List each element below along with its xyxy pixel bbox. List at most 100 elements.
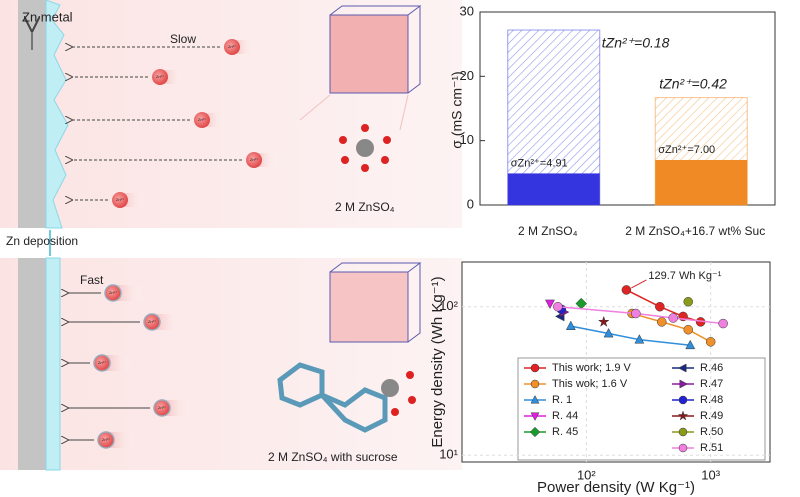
zn-ion [224,39,240,55]
y-tick-label: 10¹ [439,447,458,462]
legend-marker [679,379,688,389]
legend-marker [678,427,688,437]
zn-ion [152,69,168,85]
zn-ion [104,284,122,302]
legend-marker [529,426,541,438]
ion-label: Zn²⁺ [116,197,124,202]
data-point [631,308,641,319]
zn-ion [153,399,171,417]
y-tick-label: 0 [467,196,474,211]
zn-ion [246,152,262,168]
y-tick-label: 10 [460,132,474,147]
ion-label: Zn²⁺ [102,437,110,442]
legend-label: This wok; 1.6 V [552,378,628,390]
x-tick-label: 2 M ZnSO₄+16.7 wt% Suc [625,224,765,238]
y-tick-label: 10² [439,298,458,313]
y-tick-label: 30 [460,3,474,18]
electrode-label: Zn metal [22,9,73,24]
legend-label: R.47 [700,378,723,390]
electrode [18,258,46,470]
legend-marker [530,395,540,404]
data-point [603,328,614,338]
sucrose-molecule [277,362,388,433]
box-edge [329,262,422,343]
legend-label: R.48 [700,394,723,406]
series-line [631,312,712,343]
legend-label: R. 1 [552,394,572,406]
legend [517,357,766,461]
legend-marker [677,410,689,421]
speed-label: Fast [80,273,104,287]
x-tick-label: 10³ [701,467,720,482]
dendrite-layer [45,0,69,229]
box-edge [329,5,422,94]
annotation: tZn²⁺=0.42 [659,75,727,91]
data-point [597,315,610,327]
legend-marker [530,363,540,373]
zn-ion [194,112,210,128]
simulation-box [329,14,409,94]
ion-label: Zn²⁺ [98,360,106,365]
ion-label: Zn²⁺ [228,44,236,49]
solvation-cluster [339,124,391,172]
speed-label: Slow [170,32,196,46]
ion-label: Zn²⁺ [148,319,156,324]
data-point [683,324,693,335]
x-tick-label: 2 M ZnSO₄ [518,224,578,238]
data-point [668,313,678,323]
legend-marker [530,412,540,421]
data-point [575,297,587,310]
legend-marker [678,363,687,373]
middle-label: Zn deposition [6,234,78,248]
series-line [557,305,724,325]
hydrated-ion [381,371,416,416]
ion-label: Zn²⁺ [109,290,117,295]
data-point [545,299,555,310]
data-point [683,296,693,307]
zoom-line [299,94,409,131]
data-point [621,285,632,295]
legend-label: R. 45 [552,426,578,438]
value-label: σZn²⁺=7.00 [658,144,715,156]
legend-label: R.50 [700,426,723,438]
smooth-layer [45,257,61,471]
plot-frame [479,11,776,206]
data-point [718,318,728,329]
ion-label: Zn²⁺ [250,157,258,162]
data-point [685,339,696,350]
y-axis-label: Energy density (Wh Kg⁻¹) [429,276,446,447]
annotation: 129.7 Wh Kg⁻¹ [648,270,721,282]
data-point [656,317,667,327]
legend-label: R.51 [700,442,723,454]
plot-frame [461,261,771,463]
legend-marker [530,379,540,389]
data-point [634,334,645,344]
legend-label: R.46 [700,362,723,374]
annotation: tZn²⁺=0.18 [602,35,670,51]
series-line [626,289,701,323]
legend-label: This work; 1.9 V [552,362,632,374]
legend-marker [678,395,688,405]
y-axis-label: σ (mS cm⁻¹) [449,71,465,148]
zn-ion [112,192,128,208]
data-point [553,301,563,312]
zn-ion [143,313,161,331]
data-point [565,320,576,330]
y-tick-label: 20 [460,68,474,83]
legend-label: R.49 [700,410,723,422]
x-tick-label: 10² [577,467,596,482]
simulation-box [329,271,409,343]
electrolyte-label: 2 M ZnSO₄ with sucrose [268,450,398,464]
annotation-arrow [631,279,647,289]
ion-label: Zn²⁺ [198,117,206,122]
series-line [570,325,691,347]
zn-ion [93,354,111,372]
legend-label: R. 44 [552,410,578,422]
bar-segment [655,159,748,205]
data-point [705,337,716,347]
data-point [655,301,665,312]
electrolyte-label: 2 M ZnSO₄ [335,200,395,214]
value-label: σZn²⁺=4.91 [511,157,568,169]
bar-segment [507,173,600,205]
